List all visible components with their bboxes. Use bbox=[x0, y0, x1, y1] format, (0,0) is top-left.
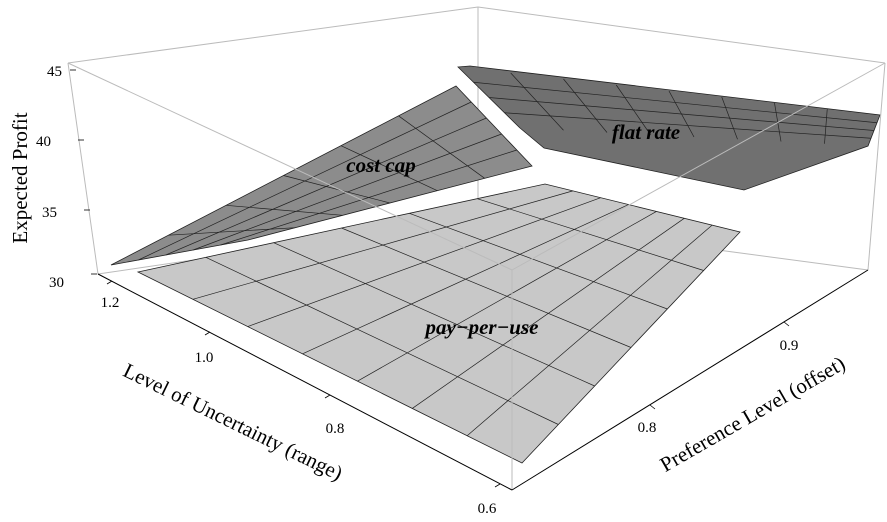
surface-label-pay-per-use: pay−per−use bbox=[424, 315, 539, 339]
axis-line-x bbox=[97, 273, 513, 491]
z-tick-label: 35 bbox=[42, 205, 57, 221]
mesh-line bbox=[247, 197, 601, 327]
mesh-line bbox=[412, 217, 685, 409]
surface-label-flat-rate: flat rate bbox=[612, 120, 680, 144]
surface-label-cost-cap: cost cap bbox=[346, 153, 415, 177]
y-axis-label: Preference Level (offset) bbox=[656, 351, 849, 477]
mesh-line bbox=[138, 101, 472, 261]
tick-mark bbox=[324, 394, 331, 399]
surface-flat-rate bbox=[457, 65, 881, 191]
z-axis-tick-marks bbox=[70, 69, 97, 275]
x-axis-tick-marks bbox=[106, 280, 501, 488]
mesh-line bbox=[283, 175, 391, 204]
x-tick-label: 0.8 bbox=[326, 421, 345, 437]
x-tick-label: 1.2 bbox=[101, 295, 120, 311]
x-axis-ticks: 1.2 1.0 0.8 0.6 bbox=[101, 295, 497, 517]
box-edge bbox=[511, 62, 886, 271]
y-tick-label: 0.8 bbox=[638, 420, 657, 436]
mesh-line bbox=[225, 204, 343, 216]
z-axis-ticks: 30 35 40 45 bbox=[36, 64, 64, 291]
mesh-line bbox=[473, 81, 878, 124]
surface-cost-cap-mesh bbox=[138, 101, 517, 261]
box-edge bbox=[67, 62, 99, 275]
y-axis-tick-marks bbox=[649, 321, 790, 410]
mesh-line bbox=[193, 133, 502, 251]
mesh-line bbox=[477, 198, 704, 271]
mesh-line bbox=[205, 257, 559, 425]
bounding-box-front-edges bbox=[67, 62, 886, 491]
mesh-line bbox=[165, 117, 487, 256]
mesh-line bbox=[398, 115, 485, 179]
mesh-line bbox=[466, 224, 713, 436]
tick-mark bbox=[783, 321, 790, 327]
axis-line-y bbox=[511, 269, 869, 491]
surfaces bbox=[110, 65, 881, 464]
x-tick-label: 0.6 bbox=[478, 501, 497, 517]
x-axis-label: Level of Uncertainty (range) bbox=[120, 358, 347, 485]
x-tick-label: 1.0 bbox=[195, 350, 214, 366]
z-tick-label: 40 bbox=[36, 134, 51, 150]
mesh-line bbox=[220, 149, 517, 246]
z-tick-label: 45 bbox=[47, 64, 62, 80]
mesh-line bbox=[168, 227, 296, 236]
z-tick-label: 30 bbox=[49, 275, 64, 291]
tick-mark bbox=[649, 404, 656, 410]
box-edge bbox=[477, 6, 886, 64]
surface-flat-rate-mesh bbox=[473, 72, 878, 144]
tick-mark bbox=[204, 331, 211, 336]
y-tick-label: 0.9 bbox=[780, 338, 799, 354]
mesh-line bbox=[340, 145, 438, 191]
mesh-line bbox=[488, 97, 875, 131]
tick-mark bbox=[106, 280, 113, 285]
mesh-line bbox=[504, 112, 872, 139]
tick-mark bbox=[494, 483, 501, 488]
box-edge bbox=[867, 62, 886, 271]
z-axis-label: Expected Profit bbox=[8, 112, 32, 243]
surface-pay-per-use-mesh bbox=[192, 190, 713, 436]
box-edge bbox=[67, 6, 479, 64]
y-axis-ticks: 0.8 0.9 bbox=[638, 338, 799, 436]
box-edge bbox=[67, 62, 513, 271]
mesh-line bbox=[409, 213, 668, 310]
mesh-line bbox=[273, 242, 595, 387]
mesh-line bbox=[192, 190, 573, 300]
mesh-line bbox=[357, 211, 657, 382]
mesh-line bbox=[302, 204, 629, 355]
mesh-line bbox=[341, 227, 632, 348]
